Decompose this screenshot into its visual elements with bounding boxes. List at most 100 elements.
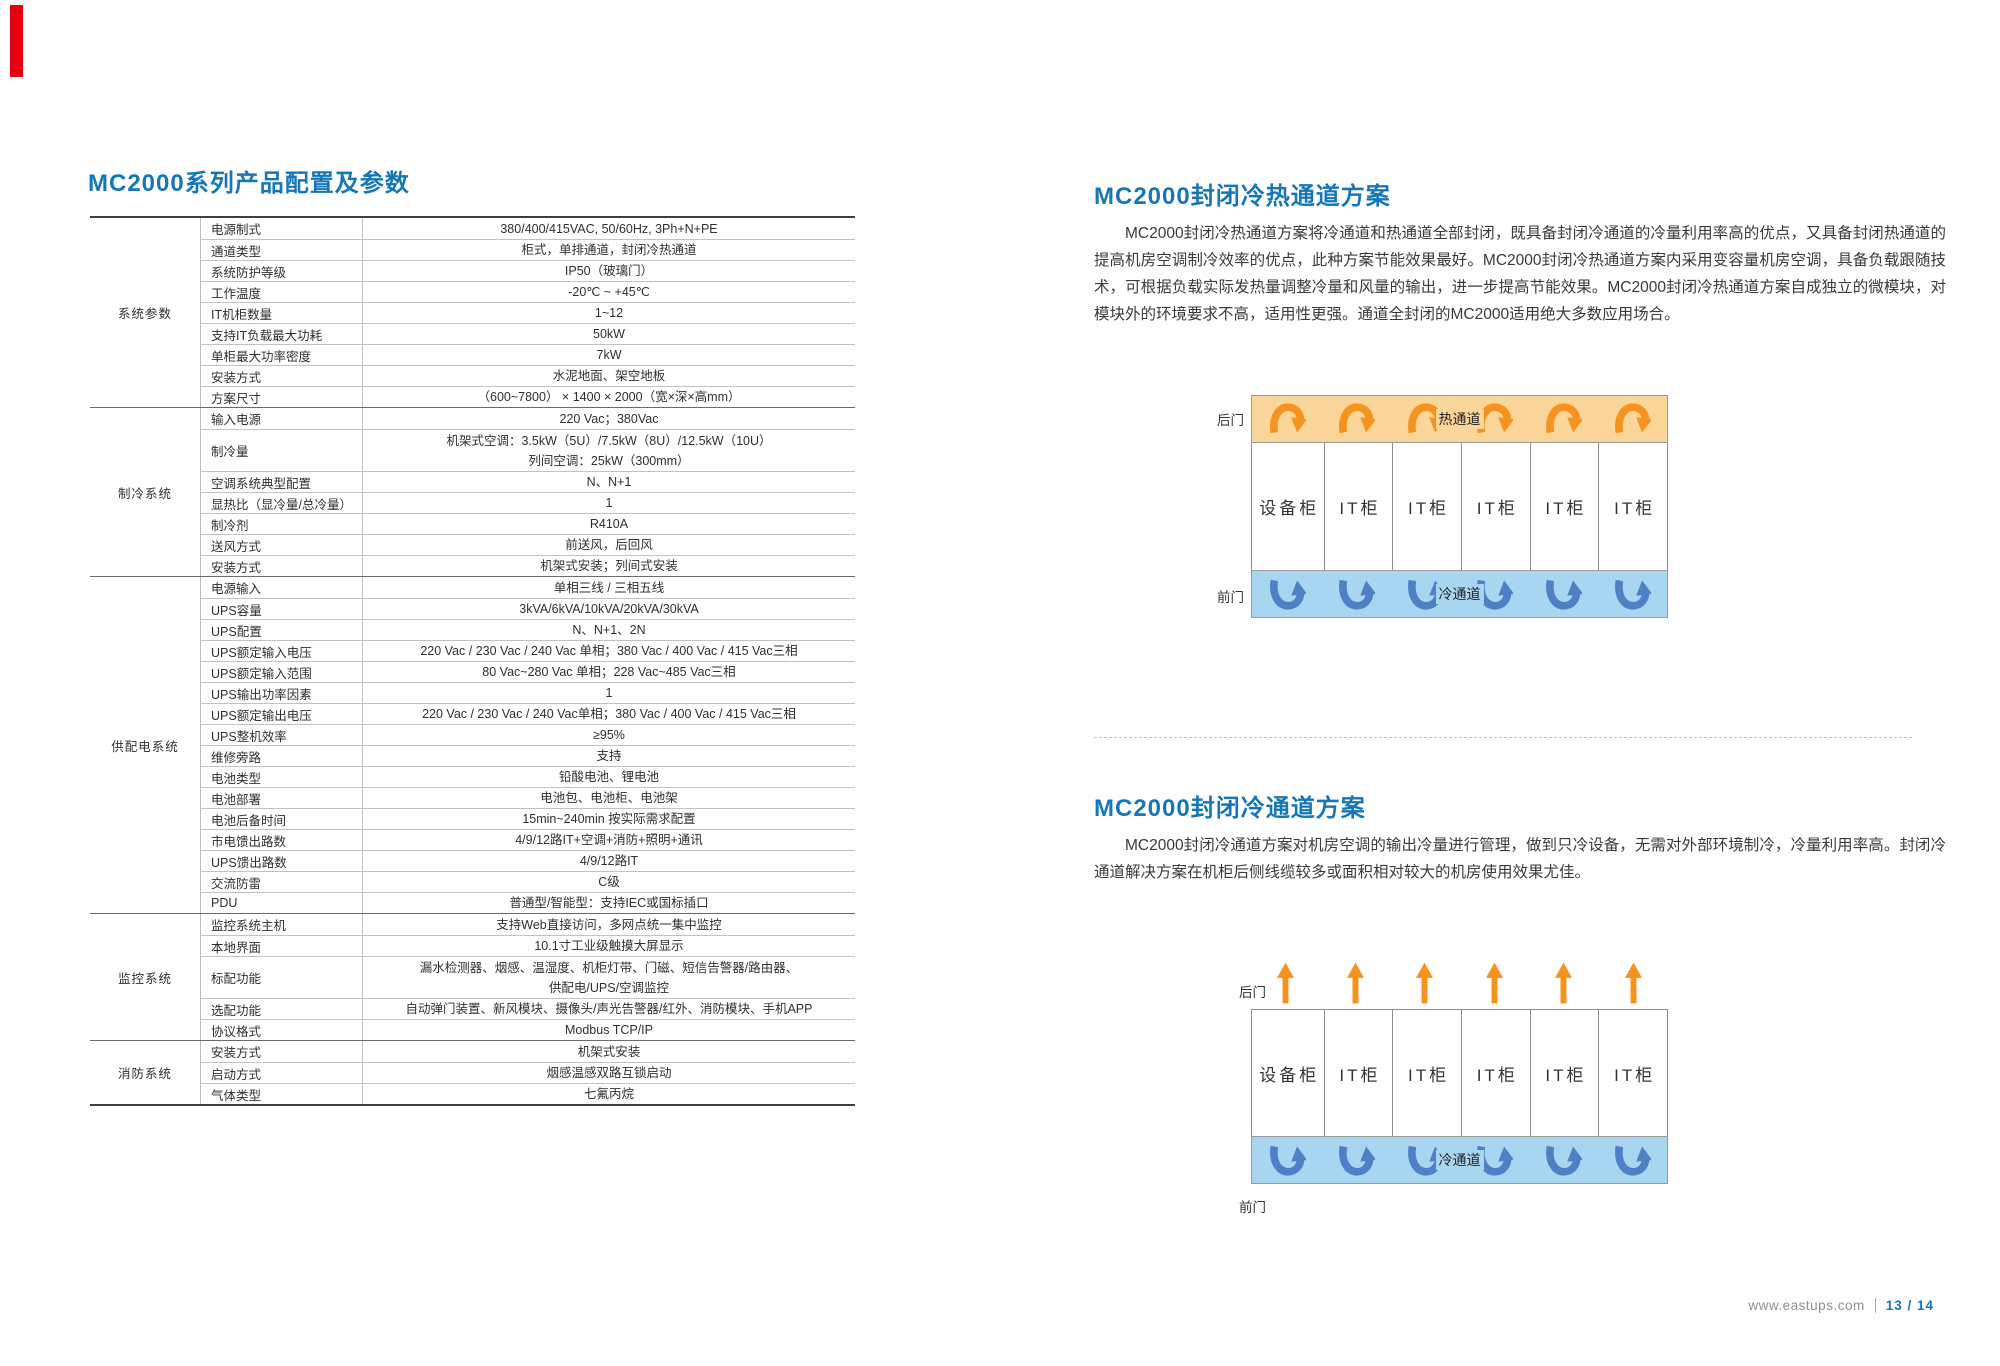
value-cell: 50kW [593, 327, 625, 341]
hot-cold-aisle-diagram: 热通道 设备柜 IT柜 IT柜 IT柜 IT柜 IT柜 冷通道 [1251, 395, 1668, 618]
spec-table-body: 系统参数 电源制式 380/400/415VAC, 50/60Hz, 3Ph+N+P… [90, 218, 855, 1104]
spec-table: 系统参数 电源制式 380/400/415VAC, 50/60Hz, 3Ph+N+P… [90, 216, 855, 1106]
table-row: 安装方式 机架式安装 [201, 1041, 855, 1062]
cold-aisle-label: 冷通道 [1435, 584, 1484, 604]
value-cell: 机架式空调：3.5kW（5U）/7.5kW（8U）/12.5kW（10U） 列间… [446, 433, 772, 468]
value-cell: 机架式安装 [577, 1044, 641, 1059]
table-row: 市电馈出路数 4/9/12路IT+空调+消防+照明+通讯 [201, 829, 855, 850]
hot-air-arrow-icon [1337, 403, 1375, 435]
param-cell: 协议格式 [201, 1020, 363, 1040]
value-cell: 支持Web直接访问，多网点统一集中监控 [496, 917, 722, 932]
param-cell: 维修旁路 [201, 746, 363, 766]
param-cell: UPS额定输出电压 [201, 704, 363, 724]
page-title: MC2000系列产品配置及参数 [88, 170, 410, 197]
value-cell: -20℃ ~ +45℃ [568, 285, 650, 299]
cabinet: IT柜 [1323, 443, 1393, 570]
table-row: UPS馈出路数 4/9/12路IT [201, 850, 855, 871]
hot-air-arrow-icon [1613, 403, 1652, 435]
up-arrow-icon [1416, 962, 1434, 1004]
param-cell: 系统防护等级 [201, 261, 363, 281]
cabinet-row: 设备柜 IT柜 IT柜 IT柜 IT柜 IT柜 [1251, 443, 1668, 570]
value-cell: （600~7800） × 1400 × 2000（宽×深×高mm） [477, 390, 741, 404]
value-cell: 4/9/12路IT [579, 854, 639, 868]
param-cell: 电源制式 [201, 218, 363, 239]
param-cell: 空调系统典型配置 [201, 472, 363, 492]
up-arrow-icon [1624, 962, 1642, 1004]
value-cell: 4/9/12路IT+空调+消防+照明+通讯 [515, 833, 703, 847]
param-cell: 监控系统主机 [201, 914, 363, 935]
cold-air-arrow-icon [1337, 1144, 1375, 1176]
front-door-label: 前门 [1239, 1200, 1266, 1215]
section1-paragraph: MC2000封闭冷热通道方案将冷通道和热通道全部封闭，既具备封闭冷通道的冷量利用… [1094, 225, 1946, 323]
footer: www.eastups.com 13 / 14 [1748, 1298, 1934, 1313]
param-cell: 电源输入 [201, 577, 363, 598]
table-row: 系统防护等级 IP50（玻璃门） [201, 260, 855, 281]
rear-door-label: 后门 [1217, 413, 1244, 428]
value-cell: 机架式安装；列间式安装 [540, 559, 678, 573]
value-cell: 15min~240min 按实际需求配置 [522, 812, 696, 826]
cabinet-row: 设备柜 IT柜 IT柜 IT柜 IT柜 IT柜 [1251, 1009, 1668, 1136]
table-row: UPS额定输出电压 220 Vac / 230 Vac / 240 Vac单相；3… [201, 703, 855, 724]
table-row: 本地界面 10.1寸工业级触摸大屏显示 [201, 935, 855, 956]
param-cell: 市电馈出路数 [201, 830, 363, 850]
cabinet: IT柜 [1598, 443, 1667, 570]
param-cell: 安装方式 [201, 1041, 363, 1062]
cold-air-arrow-icon [1337, 578, 1375, 610]
hot-aisle-label: 热通道 [1435, 409, 1484, 429]
value-cell: 220 Vac / 230 Vac / 240 Vac 单相；380 Vac /… [420, 644, 798, 658]
param-cell: 送风方式 [201, 535, 363, 555]
table-row: 工作温度 -20℃ ~ +45℃ [201, 281, 855, 302]
cabinet: IT柜 [1392, 1010, 1461, 1136]
section1-title: MC2000封闭冷热通道方案 [1094, 183, 1391, 210]
cabinet: IT柜 [1529, 1010, 1599, 1136]
table-row: 电源输入 单相三线 / 三相五线 [201, 577, 855, 598]
param-cell: 交流防雷 [201, 872, 363, 892]
cold-aisle-band: 冷通道 [1251, 1136, 1668, 1184]
value-cell: 80 Vac~280 Vac 单相；228 Vac~485 Vac三相 [482, 665, 736, 679]
cold-air-arrow-icon [1268, 578, 1306, 610]
table-row: IT机柜数量 1~12 [201, 302, 855, 323]
table-row: 显热比（显冷量/总冷量） 1 [201, 492, 855, 513]
table-row: 协议格式 Modbus TCP/IP [201, 1019, 855, 1040]
hot-air-arrow-icon [1268, 403, 1306, 435]
param-cell: UPS馈出路数 [201, 851, 363, 871]
param-cell: 启动方式 [201, 1063, 363, 1083]
param-cell: IT机柜数量 [201, 303, 363, 323]
cold-air-arrow-icon [1613, 578, 1652, 610]
param-cell: UPS额定输入范围 [201, 662, 363, 682]
param-cell: 输入电源 [201, 408, 363, 429]
table-group: 制冷系统 输入电源 220 Vac；380Vac 制冷量 机架式空调：3.5kW（5U）… [90, 407, 855, 576]
value-cell: 1 [605, 686, 613, 700]
param-cell: 制冷量 [201, 430, 363, 471]
table-row: UPS额定输入电压 220 Vac / 230 Vac / 240 Vac 单相；… [201, 640, 855, 661]
value-cell: Modbus TCP/IP [564, 1023, 653, 1037]
table-row: 单柜最大功率密度 7kW [201, 344, 855, 365]
table-group: 监控系统 监控系统主机 支持Web直接访问，多网点统一集中监控 本地界面 10.1寸工业… [90, 913, 855, 1040]
cold-air-arrow-icon [1544, 1144, 1583, 1176]
param-cell: 选配功能 [201, 999, 363, 1019]
section2-title: MC2000封闭冷通道方案 [1094, 795, 1366, 822]
table-row: 电源制式 380/400/415VAC, 50/60Hz, 3Ph+N+PE [201, 218, 855, 239]
value-cell: 七氟丙烷 [583, 1087, 634, 1101]
group-label: 消防系统 [117, 1067, 172, 1081]
table-row: 支持IT负载最大功耗 50kW [201, 323, 855, 344]
table-row: 送风方式 前送风，后回风 [201, 534, 855, 555]
value-cell: 自动弹门装置、新风模块、摄像头/声光告警器/红外、消防模块、手机APP [405, 1002, 813, 1016]
value-cell: N、N+1 [586, 475, 632, 489]
cold-aisle-band: 冷通道 [1251, 570, 1668, 618]
hot-aisle-band: 热通道 [1251, 395, 1668, 443]
table-row: UPS整机效率 ≥95% [201, 724, 855, 745]
param-cell: 安装方式 [201, 556, 363, 576]
param-cell: 制冷剂 [201, 514, 363, 534]
cabinet: IT柜 [1460, 1010, 1530, 1136]
cabinet: 设备柜 [1259, 499, 1320, 518]
param-cell: 安装方式 [201, 366, 363, 386]
cold-aisle-diagram: 设备柜 IT柜 IT柜 IT柜 IT柜 IT柜 冷通道 [1251, 962, 1668, 1184]
value-cell: 前送风，后回风 [565, 538, 653, 552]
value-cell: 水泥地面、架空地板 [552, 369, 666, 383]
param-cell: PDU [201, 893, 363, 913]
value-cell: R410A [589, 517, 629, 531]
table-row: 制冷剂 R410A [201, 513, 855, 534]
cold-air-arrow-icon [1613, 1144, 1652, 1176]
